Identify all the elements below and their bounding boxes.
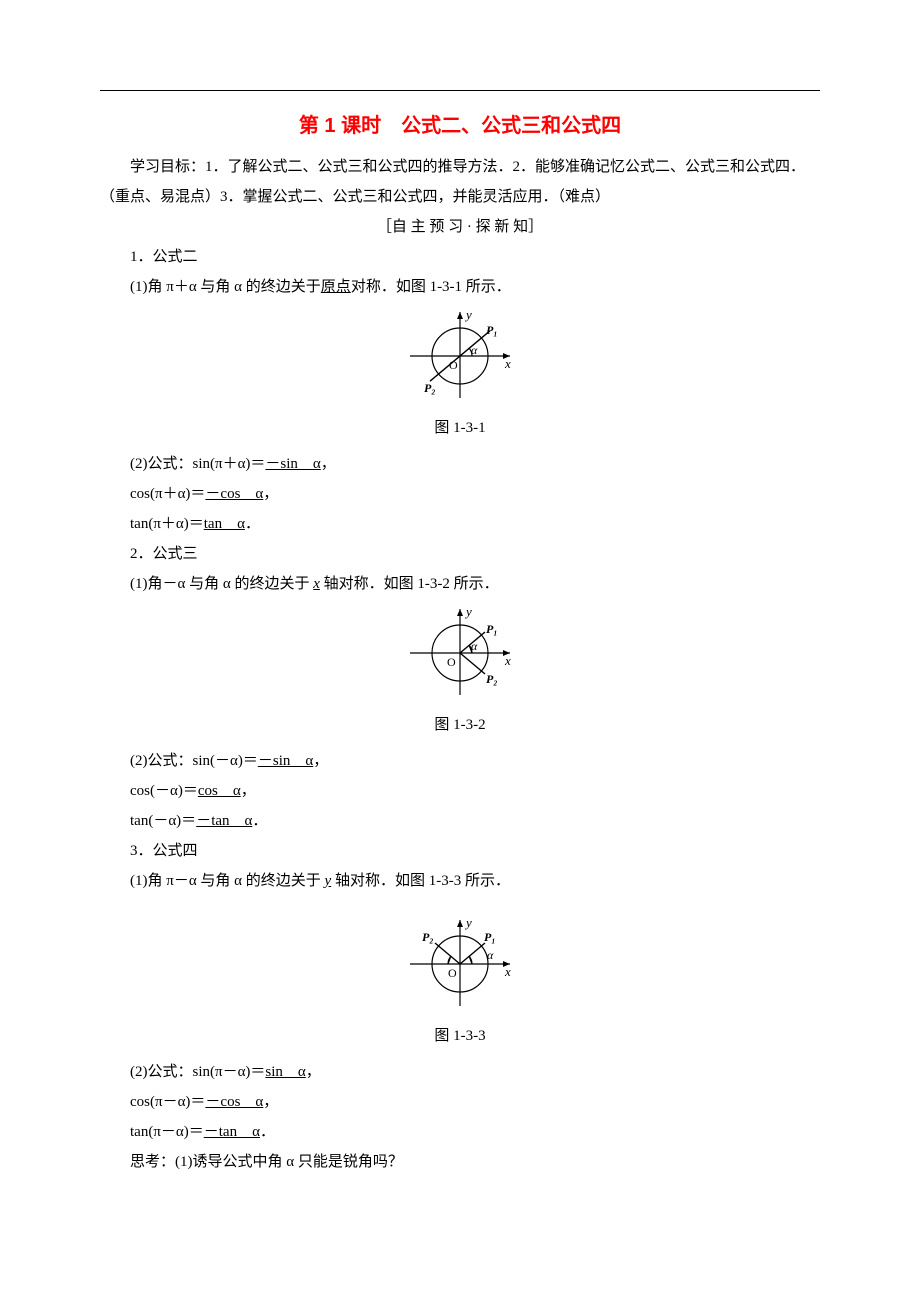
s2-p1u: x: [313, 576, 320, 592]
s2-tan: tan(－α)＝－tan α．: [130, 806, 820, 836]
s3-tan-l: tan(π－α)＝: [130, 1124, 204, 1140]
think-question: 思考：(1)诱导公式中角 α 只能是锐角吗？: [100, 1147, 820, 1177]
figure-1-3-1: x y O α P₁ P₂: [400, 306, 520, 406]
s3-sin: (2)公式：sin(π－α)＝sin α，: [100, 1057, 820, 1087]
figure-1-3-3: x y O α P₁ P₂: [400, 914, 520, 1014]
axis-y: y: [464, 915, 472, 930]
s1-cos-l: cos(π＋α)＝: [130, 486, 205, 502]
s3-p1: (1)角 π－α 与角 α 的终边关于 y 轴对称．如图 1-3-3 所示．: [100, 866, 820, 896]
figure-3-wrap: x y O α P₁ P₂: [100, 914, 820, 1019]
s3-cos-u: －cos α: [205, 1094, 263, 1110]
p2-label: P₂: [486, 672, 498, 686]
s1-heading: 1．公式二: [100, 242, 820, 272]
s3-heading: 3．公式四: [100, 836, 820, 866]
s3-p1a: (1)角 π－α 与角 α 的终边关于: [130, 873, 325, 889]
s1-tan-l: tan(π＋α)＝: [130, 516, 204, 532]
s2-tan-l: tan(－α)＝: [130, 813, 196, 829]
alpha-label: α: [487, 948, 494, 962]
s2-sin: (2)公式：sin(－α)＝－sin α，: [100, 746, 820, 776]
intro-paragraph: 学习目标：1．了解公式二、公式三和公式四的推导方法．2．能够准确记忆公式二、公式…: [100, 152, 820, 212]
s3-sin-l: (2)公式：sin(π－α)＝: [130, 1064, 265, 1080]
s2-sin-u: －sin α: [258, 753, 313, 769]
figure-3-caption: 图 1-3-3: [100, 1021, 820, 1051]
axis-y: y: [464, 604, 472, 619]
s1-cos-u: －cos α: [205, 486, 263, 502]
s1-cos-c: ，: [263, 486, 278, 502]
figure-1-3-2: x y O α P₁ P₂: [400, 603, 520, 703]
figure-1-caption: 图 1-3-1: [100, 413, 820, 443]
figure-2-caption: 图 1-3-2: [100, 710, 820, 740]
s1-p1a: (1)角 π＋α 与角 α 的终边关于: [130, 279, 321, 295]
figure-1-wrap: x y O α P₁ P₂: [100, 306, 820, 411]
axis-x: x: [504, 964, 511, 979]
s1-cos: cos(π＋α)＝－cos α，: [130, 479, 820, 509]
s3-p1b: 轴对称．如图 1-3-3 所示．: [331, 873, 510, 889]
origin-label: O: [447, 655, 456, 669]
p2-label: P₂: [424, 381, 436, 395]
s2-p1b: 轴对称．如图 1-3-2 所示．: [320, 576, 499, 592]
p2-label: P₂: [422, 930, 434, 944]
top-rule: [100, 90, 820, 91]
s2-sin-l: (2)公式：sin(－α)＝: [130, 753, 258, 769]
s1-p1u: 原点: [321, 279, 351, 295]
section-header: ［自 主 预 习 · 探 新 知］: [100, 212, 820, 242]
axis-y: y: [464, 307, 472, 322]
s2-cos-u: cos α: [198, 783, 241, 799]
p1-label: P₁: [486, 323, 498, 337]
s3-sin-u: sin α: [265, 1064, 305, 1080]
s1-p1b: 对称．如图 1-3-1 所示．: [351, 279, 511, 295]
s3-tan-u: －tan α: [204, 1124, 260, 1140]
p1-label: P₁: [484, 930, 496, 944]
axis-x: x: [504, 653, 511, 668]
alpha-label: α: [471, 343, 478, 357]
s2-sin-c: ，: [313, 753, 328, 769]
s1-sin-u: －sin α: [265, 456, 320, 472]
s3-cos-l: cos(π－α)＝: [130, 1094, 205, 1110]
p1-label: P₁: [486, 622, 498, 636]
axis-x: x: [504, 356, 511, 371]
origin-label: O: [449, 358, 458, 372]
s2-p1a: (1)角－α 与角 α 的终边关于: [130, 576, 313, 592]
s3-tan-e: ．: [260, 1124, 275, 1140]
page-title: 第 1 课时 公式二、公式三和公式四: [100, 109, 820, 138]
s3-cos: cos(π－α)＝－cos α，: [130, 1087, 820, 1117]
s1-tan-e: ．: [245, 516, 260, 532]
s2-cos: cos(－α)＝cos α，: [130, 776, 820, 806]
s1-sin: (2)公式：sin(π＋α)＝－sin α，: [100, 449, 820, 479]
s2-cos-l: cos(－α)＝: [130, 783, 198, 799]
s2-heading: 2．公式三: [100, 539, 820, 569]
origin-label: O: [448, 966, 457, 980]
s3-cos-c: ，: [263, 1094, 278, 1110]
s1-sin-l: (2)公式：sin(π＋α)＝: [130, 456, 265, 472]
s2-cos-c: ，: [241, 783, 256, 799]
s2-tan-u: －tan α: [196, 813, 252, 829]
s3-sin-c: ，: [306, 1064, 321, 1080]
s1-tan-u: tan α: [204, 516, 245, 532]
s1-p1: (1)角 π＋α 与角 α 的终边关于原点对称．如图 1-3-1 所示．: [100, 272, 820, 302]
s1-tan: tan(π＋α)＝tan α．: [130, 509, 820, 539]
s1-sin-c: ，: [321, 456, 336, 472]
figure-2-wrap: x y O α P₁ P₂: [100, 603, 820, 708]
s2-p1: (1)角－α 与角 α 的终边关于 x 轴对称．如图 1-3-2 所示．: [100, 569, 820, 599]
alpha-label: α: [471, 639, 478, 653]
s3-tan: tan(π－α)＝－tan α．: [130, 1117, 820, 1147]
s2-tan-e: ．: [252, 813, 267, 829]
